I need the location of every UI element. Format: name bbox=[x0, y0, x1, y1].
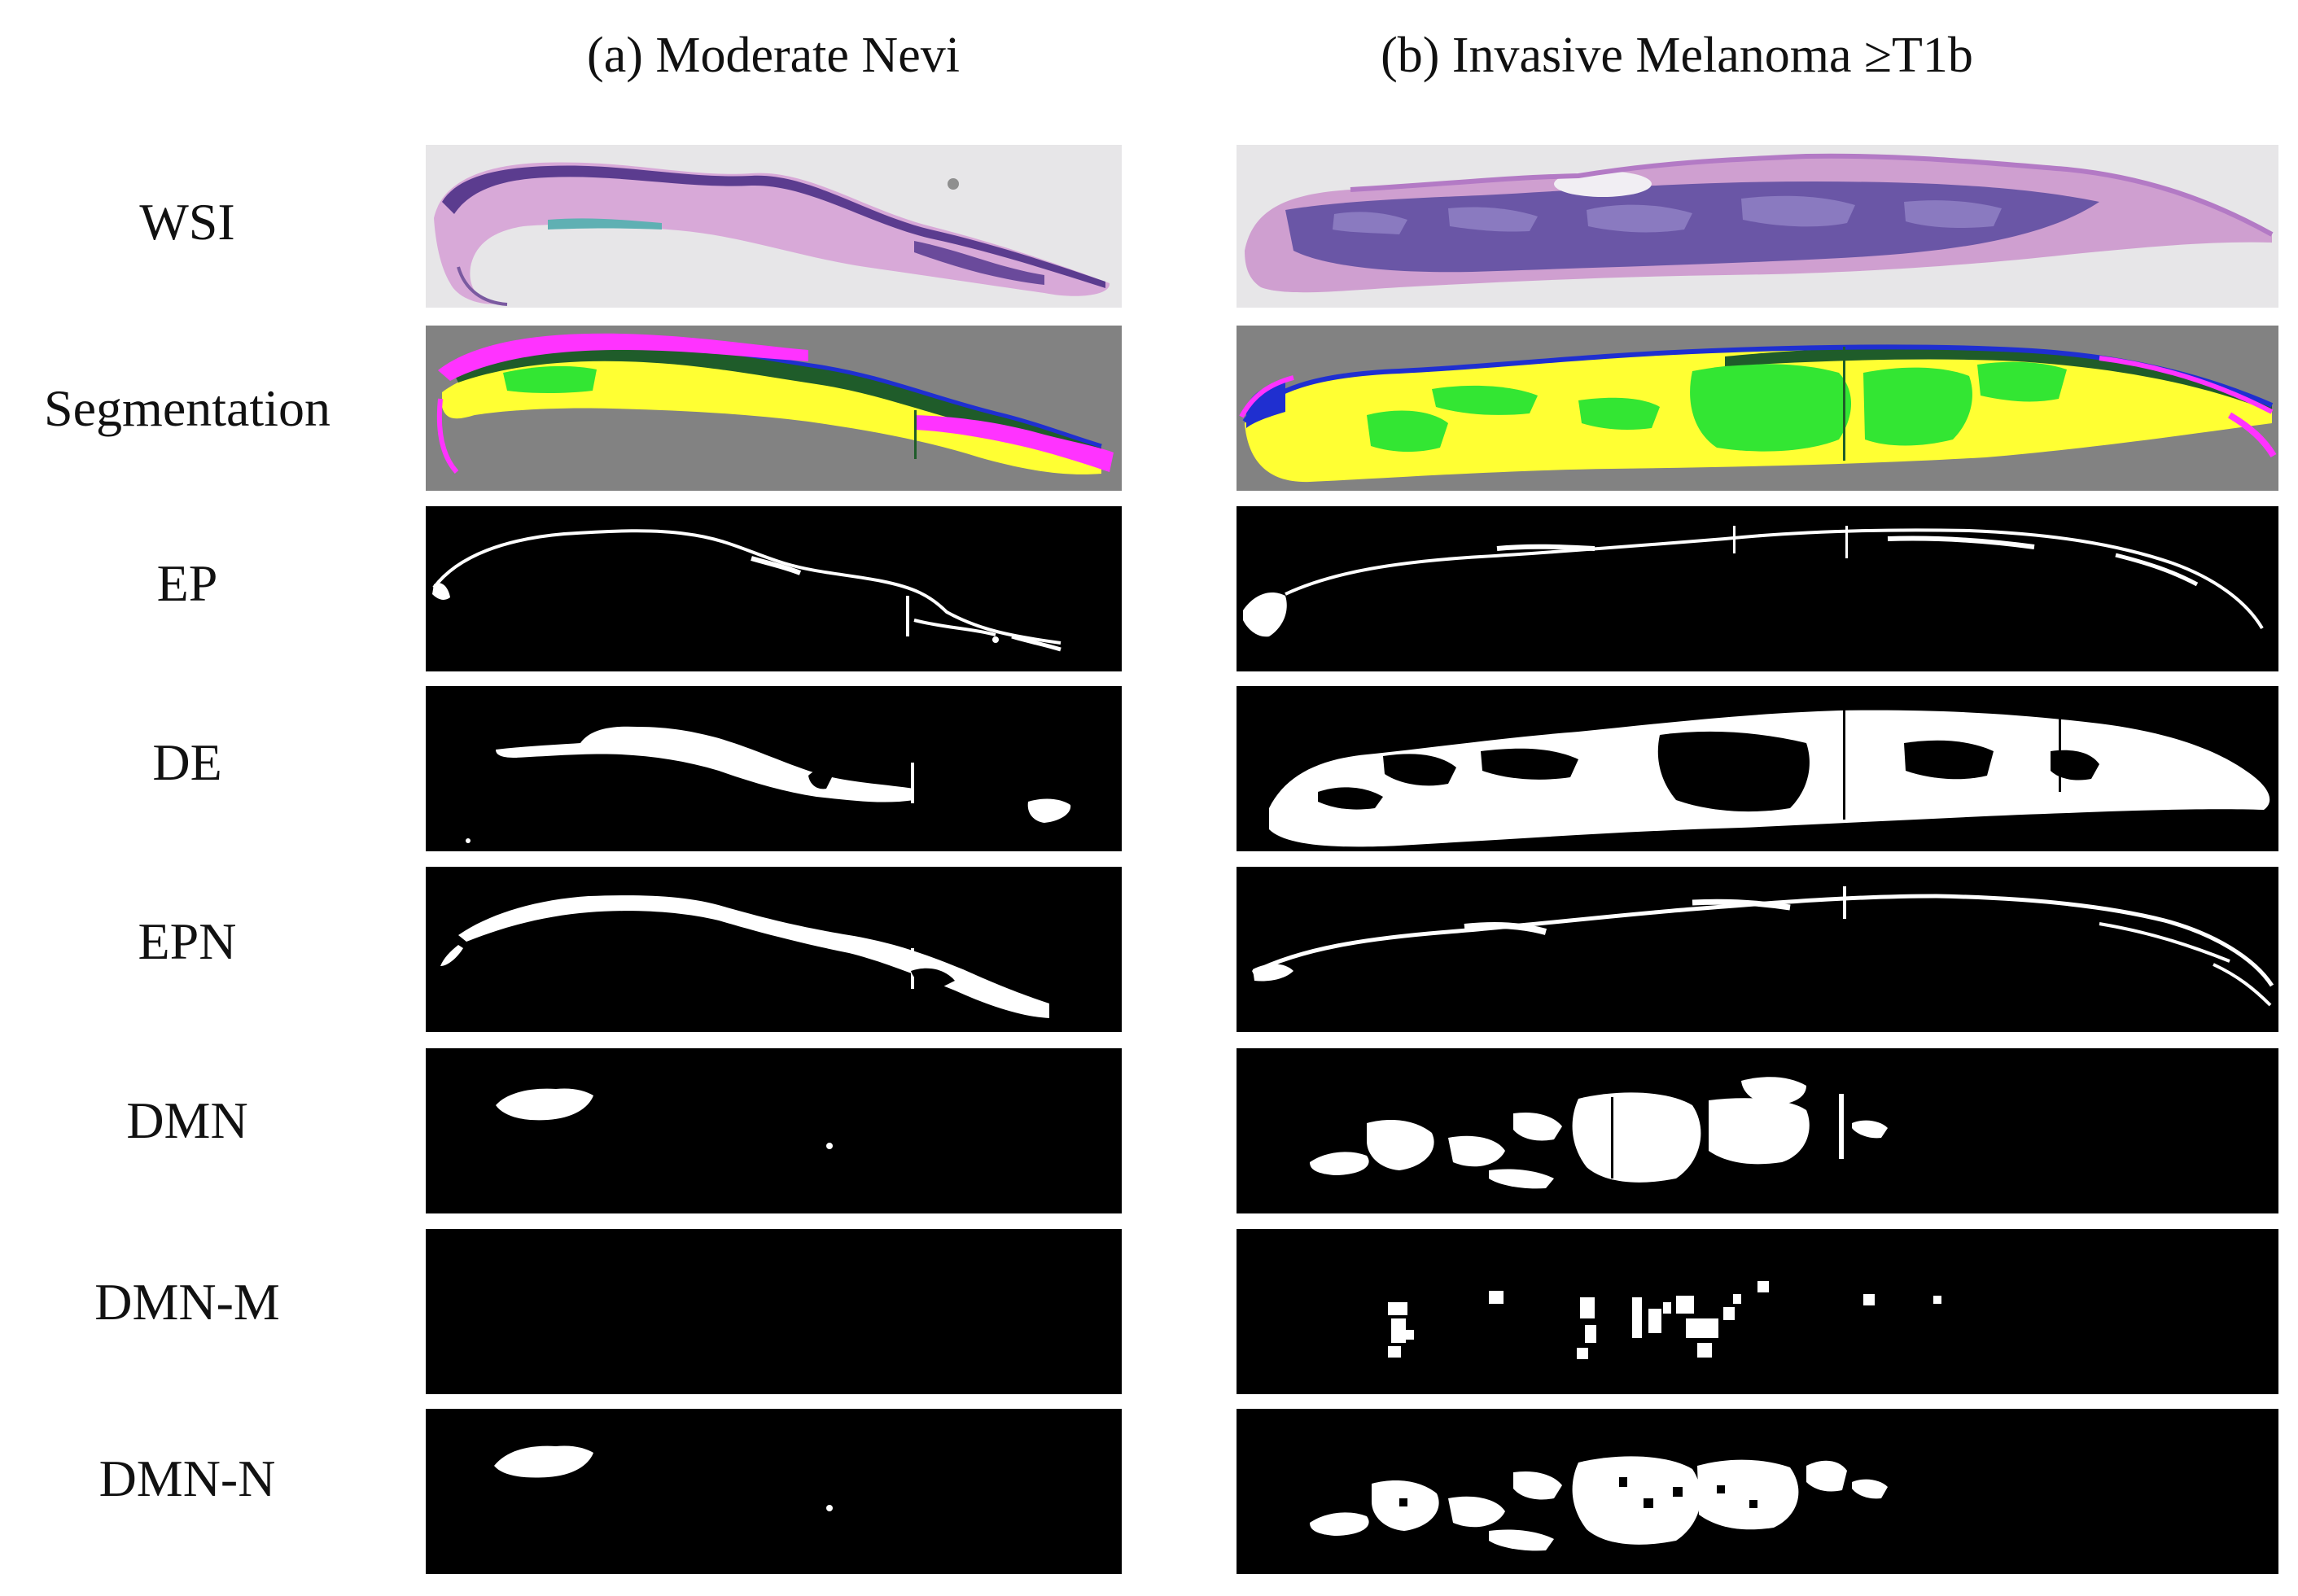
row-label-dmn-n: DMN-N bbox=[98, 1450, 276, 1507]
row-label-epn: EPN bbox=[138, 912, 237, 970]
de-mask-invasive-melanoma bbox=[1237, 686, 2278, 851]
dmn-mask-moderate-nevi bbox=[426, 1048, 1122, 1213]
row-label-de: DE bbox=[152, 733, 222, 791]
row-label-segmentation: Segmentation bbox=[44, 379, 330, 437]
column-title-invasive-melanoma: (b) Invasive Melanoma ≥T1b bbox=[1381, 28, 1973, 83]
dmn-n-mask-moderate-nevi bbox=[426, 1409, 1122, 1574]
row-label-dmn: DMN bbox=[126, 1091, 248, 1149]
column-title-moderate-nevi: (a) Moderate Nevi bbox=[587, 28, 960, 83]
row-label-ep: EP bbox=[156, 554, 218, 612]
dmn-m-mask-invasive-melanoma bbox=[1237, 1229, 2278, 1394]
row-label-wsi: WSI bbox=[139, 193, 235, 251]
wsi-image-invasive-melanoma bbox=[1237, 145, 2278, 308]
dmn-n-mask-invasive-melanoma bbox=[1237, 1409, 2278, 1574]
dmn-m-mask-moderate-nevi bbox=[426, 1229, 1122, 1394]
dmn-mask-invasive-melanoma bbox=[1237, 1048, 2278, 1213]
wsi-image-moderate-nevi bbox=[426, 145, 1122, 308]
ep-mask-moderate-nevi bbox=[426, 506, 1122, 671]
ep-mask-invasive-melanoma bbox=[1237, 506, 2278, 671]
row-label-dmn-m: DMN-M bbox=[94, 1273, 280, 1331]
segmentation-map-invasive-melanoma bbox=[1237, 326, 2278, 491]
epn-mask-moderate-nevi bbox=[426, 867, 1122, 1032]
segmentation-map-moderate-nevi bbox=[426, 326, 1122, 491]
epn-mask-invasive-melanoma bbox=[1237, 867, 2278, 1032]
de-mask-moderate-nevi bbox=[426, 686, 1122, 851]
